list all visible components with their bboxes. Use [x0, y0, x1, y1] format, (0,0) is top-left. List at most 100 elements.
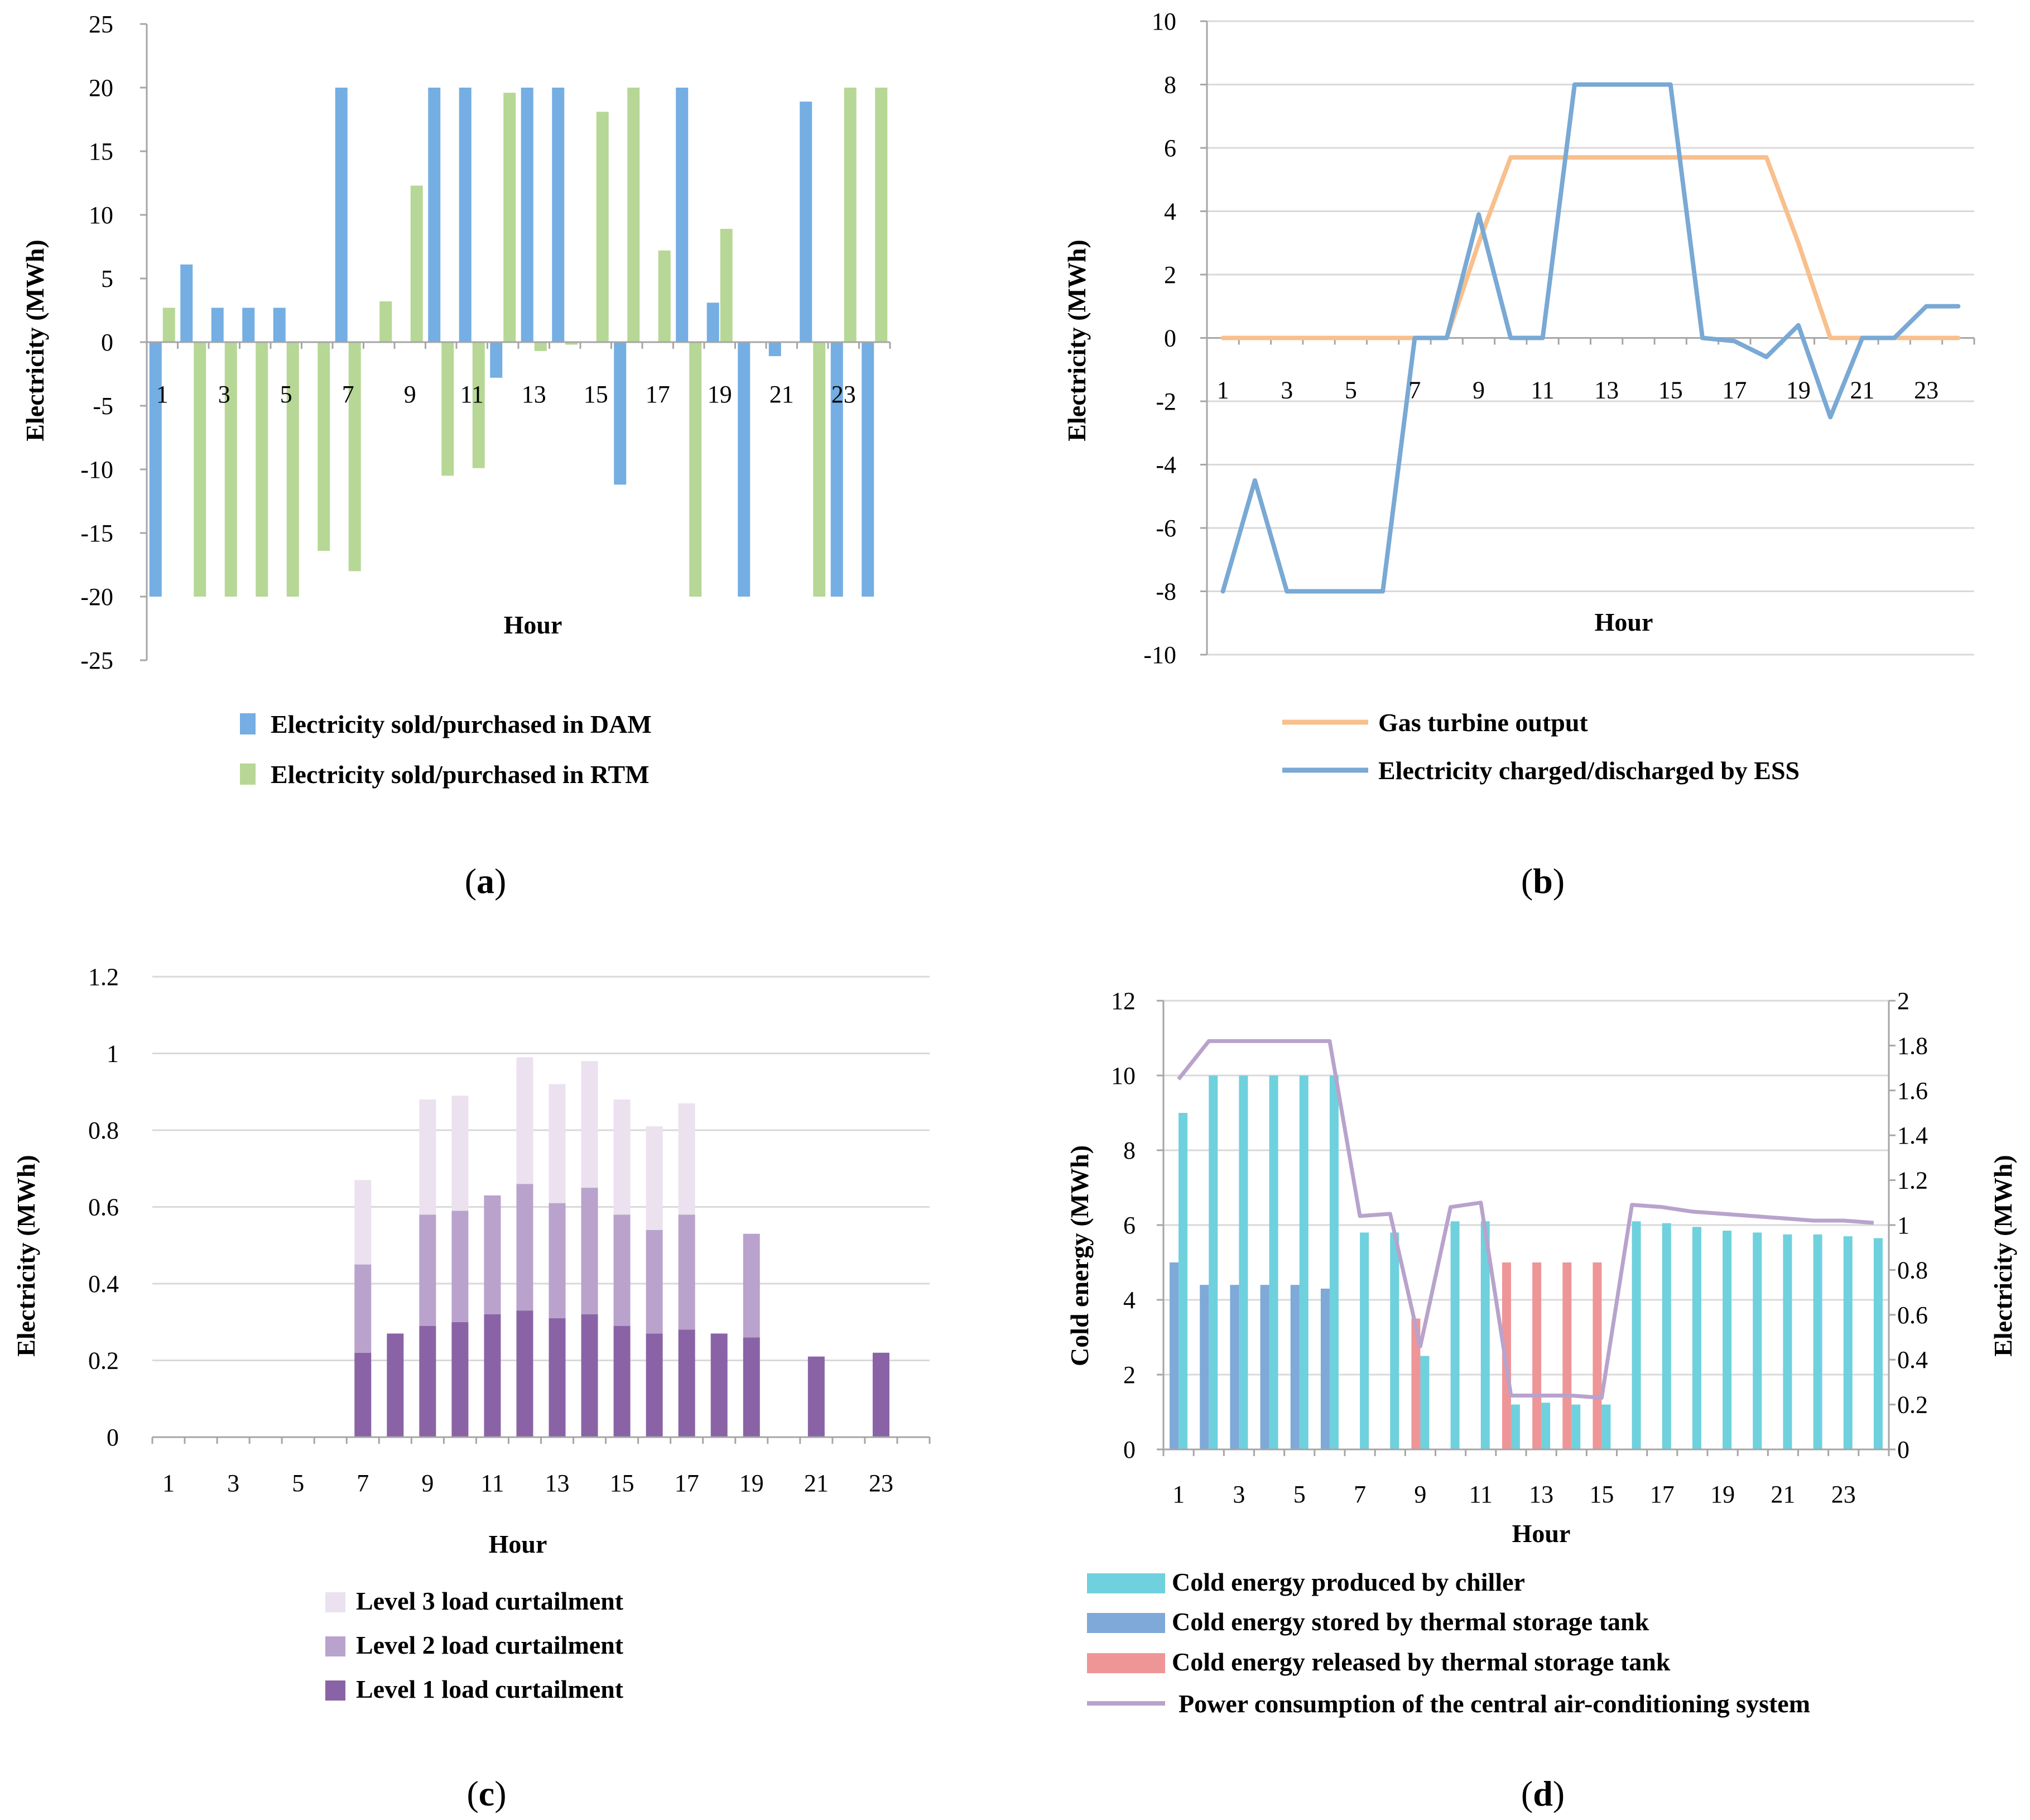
c-bar-level2	[581, 1188, 598, 1314]
b-y-tick-label: -4	[1156, 452, 1176, 479]
panel-c: 1.210.80.60.40.20 1 3 5 7 9 11 13 15 17 19 21 23 Ho…	[12, 963, 931, 1813]
d-caption-letter: d	[1533, 1774, 1553, 1813]
d-right-y-tick-labels: 2 1.8 1.6 1.4 1.2 1 0.8 0.6 0.4 0.2 0	[1897, 987, 1928, 1463]
c-bar-level2	[678, 1214, 695, 1330]
d-right-y-tick-label: 0	[1897, 1436, 1909, 1463]
b-caption: (b)	[1521, 861, 1565, 901]
d-x-tick-label: 3	[1233, 1481, 1245, 1508]
d-x-axis-title: Hour	[1512, 1519, 1571, 1548]
c-legend: Level 3 load curtailment Level 2 load cu…	[325, 1587, 624, 1703]
a-bars	[149, 88, 888, 597]
a-x-tick-label: 11	[460, 381, 484, 408]
d-bar-released	[1411, 1318, 1421, 1449]
d-x-tick-label: 23	[1831, 1481, 1856, 1508]
a-y-tick-label: 15	[89, 138, 113, 165]
a-bar-rtm	[224, 342, 237, 597]
c-bar-level1	[516, 1310, 533, 1437]
d-x-tick-label: 21	[1771, 1481, 1795, 1508]
d-y-tick-label: 8	[1123, 1137, 1136, 1164]
c-bar-level3	[613, 1099, 631, 1215]
a-bar-rtm	[720, 229, 733, 342]
a-y-tick-label: 0	[101, 329, 113, 356]
a-bar-dam	[211, 308, 224, 342]
c-y-tick-label: 0	[107, 1424, 119, 1451]
b-x-tick-label: 1	[1217, 377, 1229, 404]
a-y-tick-labels: 25 20 15 10 5 0 -5 -10 -15 -20 -25	[80, 11, 113, 674]
d-y-tick-label: 6	[1123, 1212, 1136, 1239]
d-bar-chiller	[1511, 1404, 1520, 1449]
c-legend-swatch-level3	[325, 1592, 345, 1612]
a-x-tick-label: 7	[342, 381, 354, 408]
c-gridlines	[152, 976, 930, 1361]
c-x-axis-title: Hour	[489, 1530, 547, 1558]
c-x-tick-label: 17	[675, 1470, 699, 1497]
a-bar-dam	[521, 88, 533, 342]
d-bar-chiller	[1813, 1234, 1822, 1449]
c-x-tick-label: 13	[545, 1470, 570, 1497]
c-bar-level2	[451, 1211, 469, 1322]
a-bar-rtm	[162, 308, 175, 342]
d-x-tick-label: 9	[1414, 1481, 1426, 1508]
c-bar-level3	[419, 1099, 436, 1215]
d-right-y-tick-label: 1.4	[1897, 1122, 1928, 1149]
c-x-tick-label: 11	[480, 1470, 504, 1497]
c-bar-level1	[581, 1314, 598, 1437]
a-y-tick-label: -15	[80, 520, 113, 547]
d-x-tick-label: 7	[1354, 1481, 1366, 1508]
b-x-tick-label: 23	[1914, 377, 1938, 404]
d-x-tick-label: 19	[1710, 1481, 1735, 1508]
a-x-tick-labels: 1 3 5 7 9 11 13 15 17 19 21 23	[156, 381, 856, 408]
a-bar-dam	[768, 342, 781, 357]
c-legend-label-level1: Level 1 load curtailment	[356, 1675, 624, 1703]
a-bar-rtm	[534, 342, 547, 351]
b-series-line-ess	[1220, 82, 1961, 594]
c-legend-swatch-level1	[325, 1680, 345, 1701]
b-x-tick-label: 21	[1850, 377, 1874, 404]
b-y-tick-label: 10	[1152, 8, 1176, 35]
b-y-tick-labels: 10 8 6 4 2 0 -2 -4 -6 -8 -10	[1143, 8, 1176, 669]
c-bar-level2	[354, 1264, 372, 1353]
a-bar-rtm	[689, 342, 702, 597]
a-bar-rtm	[658, 250, 671, 342]
a-x-tick-label: 9	[404, 381, 416, 408]
a-bar-dam	[552, 88, 565, 342]
d-bar-chiller	[1269, 1075, 1278, 1449]
c-bar-level3	[354, 1180, 372, 1265]
b-x-tick-label: 5	[1345, 377, 1357, 404]
c-y-tick-labels: 1.2 1 0.8 0.6 0.4 0.2 0	[88, 963, 119, 1451]
a-x-tick-label: 3	[218, 381, 230, 408]
d-bar-chiller	[1723, 1231, 1732, 1449]
c-bar-level1	[613, 1326, 631, 1437]
c-bar-level3	[678, 1103, 695, 1215]
a-x-tick-label: 13	[522, 381, 546, 408]
c-y-axis-title: Electricity (MWh)	[12, 1155, 40, 1356]
a-bar-dam	[149, 342, 162, 597]
d-right-y-tick-label: 0.8	[1897, 1256, 1928, 1284]
c-bar-level1	[807, 1356, 825, 1437]
a-bar-dam	[614, 342, 627, 485]
a-x-tick-label: 17	[646, 381, 670, 408]
a-bar-dam	[428, 88, 441, 342]
d-gridlines	[1163, 1000, 1889, 1376]
c-bars	[354, 1057, 889, 1437]
a-y-tick-label: -10	[80, 456, 113, 483]
a-x-tick-label: 5	[280, 381, 292, 408]
c-bar-level1	[484, 1314, 501, 1437]
a-y-tick-label: 5	[101, 265, 113, 292]
c-x-tick-label: 7	[357, 1470, 369, 1497]
a-bar-rtm	[410, 185, 423, 342]
d-bar-stored	[1320, 1288, 1330, 1449]
a-bar-dam	[800, 102, 812, 342]
c-x-tick-label: 3	[227, 1470, 239, 1497]
d-bar-chiller	[1843, 1236, 1853, 1449]
d-bar-released	[1532, 1262, 1542, 1449]
d-bar-chiller	[1360, 1232, 1369, 1449]
b-x-tick-label: 9	[1473, 377, 1485, 404]
d-x-tick-label: 15	[1589, 1481, 1614, 1508]
b-legend-label-gas: Gas turbine output	[1378, 708, 1588, 737]
a-bar-dam	[335, 88, 348, 342]
d-y-tick-labels: 12 10 8 6 4 2 0	[1111, 987, 1136, 1463]
d-axes	[1157, 1000, 1896, 1456]
d-y-tick-label: 10	[1111, 1062, 1136, 1089]
a-legend-swatch-dam	[240, 713, 256, 734]
